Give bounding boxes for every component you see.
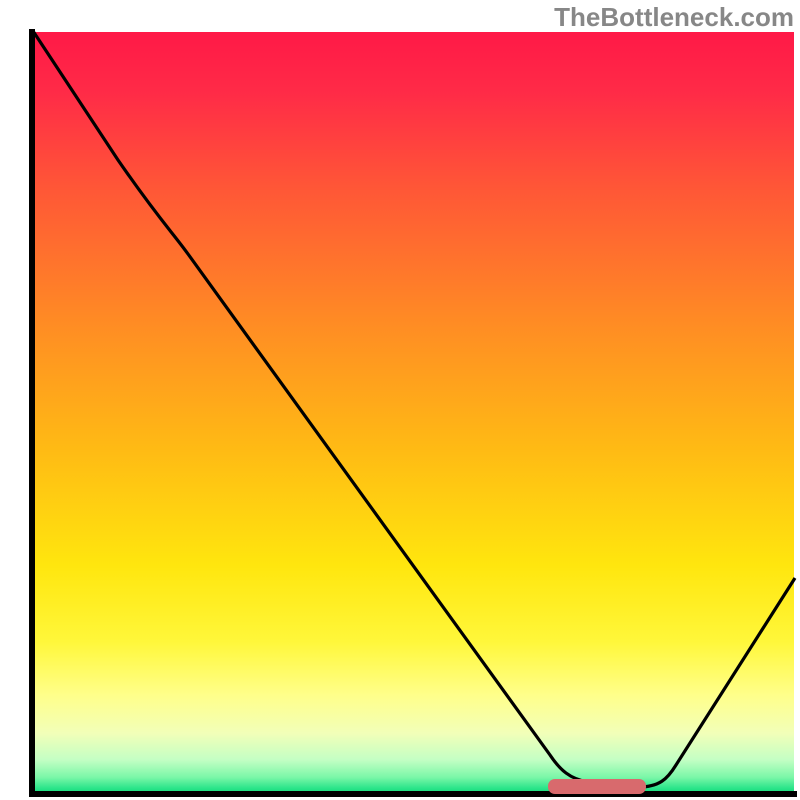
watermark-text: TheBottleneck.com [554, 2, 794, 33]
optimum-marker [548, 779, 646, 794]
bottleneck-chart [0, 0, 800, 800]
chart-container: TheBottleneck.com [0, 0, 800, 800]
plot-background [32, 32, 794, 794]
